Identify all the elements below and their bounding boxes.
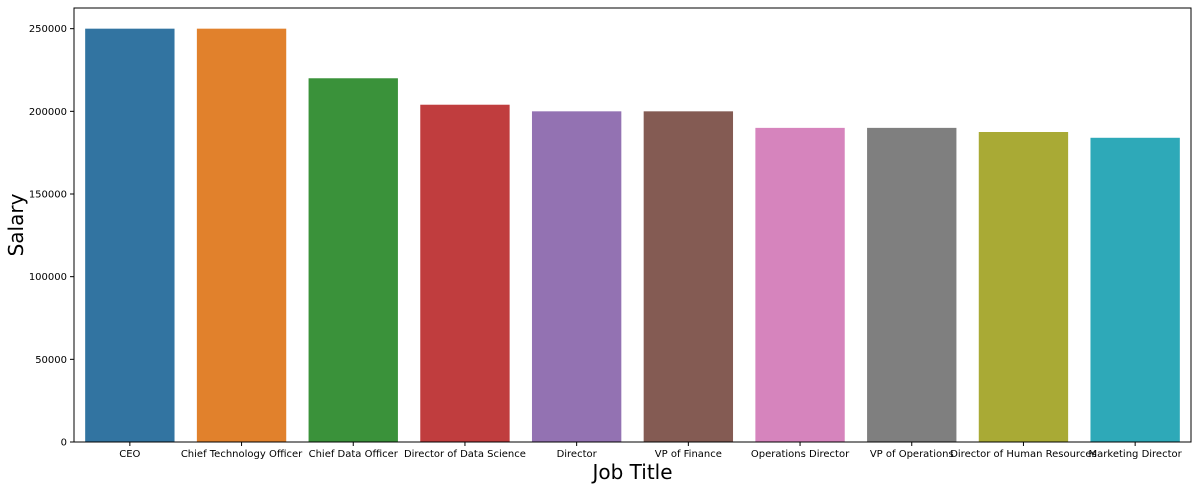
x-axis-title: Job Title (590, 460, 672, 484)
x-tick-label: Marketing Director (1089, 449, 1183, 460)
bar-3 (420, 104, 510, 442)
bar-7 (867, 127, 957, 443)
plot-frame (73, 7, 1192, 443)
y-tick-label: 100000 (29, 272, 67, 283)
x-tick-label: Director (557, 449, 598, 460)
y-tick-label: 150000 (29, 190, 67, 201)
x-axis-ticks: CEO Chief Technology Officer Chief Data Of… (119, 442, 1183, 460)
bar-5 (643, 111, 734, 442)
bar-9 (1090, 137, 1180, 443)
x-tick-label: Operations Director (751, 449, 850, 460)
bar-4 (531, 111, 622, 442)
x-tick-label: VP of Finance (655, 449, 722, 460)
bar-0 (85, 28, 175, 442)
bar-8 (978, 132, 1069, 442)
x-tick-label: Director of Human Resources (950, 449, 1096, 460)
x-tick-label: VP of Operations (870, 449, 954, 460)
bars-group (85, 28, 1180, 443)
y-axis-ticks: 0 50000 100000 150000 200000 250000 (29, 24, 74, 449)
y-axis-title: Salary (4, 193, 28, 256)
y-tick-label: 50000 (35, 355, 67, 366)
x-tick-label: Director of Data Science (404, 449, 526, 460)
y-tick-label: 250000 (29, 24, 67, 35)
y-tick-label: 200000 (29, 107, 67, 118)
x-tick-label: CEO (119, 449, 140, 460)
bar-6 (755, 127, 845, 443)
x-tick-label: Chief Technology Officer (181, 449, 303, 460)
x-tick-label: Chief Data Officer (309, 449, 399, 460)
bar-2 (308, 78, 398, 443)
y-tick-label: 0 (61, 438, 67, 449)
bar-1 (196, 28, 287, 442)
